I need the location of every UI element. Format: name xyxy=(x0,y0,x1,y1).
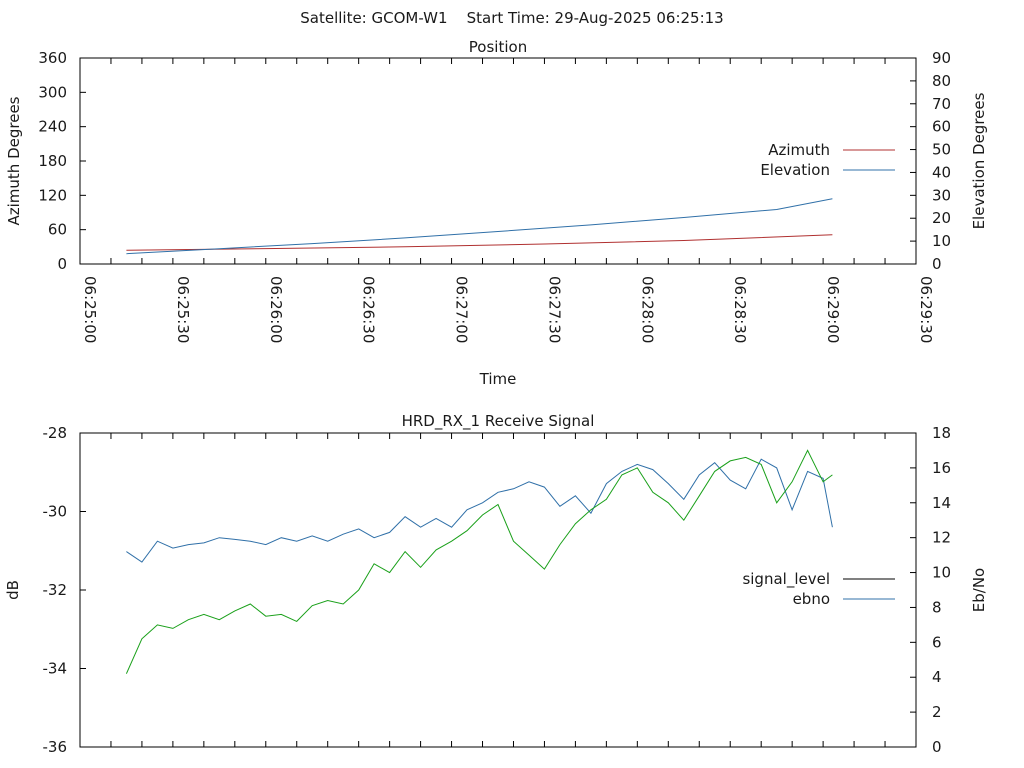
position-y2-tick-label: 20 xyxy=(932,209,951,227)
position-series-line-elevation xyxy=(126,198,833,255)
position-y2-tick-label: 30 xyxy=(932,186,951,204)
position-x-tick-label: 06:29:00 xyxy=(824,276,842,343)
position-y-axis-label: Azimuth Degrees xyxy=(5,96,23,225)
position-y2-tick-label: 80 xyxy=(932,72,951,90)
position-x-tick-label: 06:27:00 xyxy=(453,276,471,343)
position-y2-tick-label: 10 xyxy=(932,232,951,250)
position-y-tick-label: 240 xyxy=(38,118,67,136)
position-y-tick-label: 0 xyxy=(57,255,67,273)
signal-y2-tick-label: 10 xyxy=(932,564,951,582)
signal-y2-tick-label: 2 xyxy=(932,703,942,721)
signal-y2-tick-label: 4 xyxy=(932,668,942,686)
position-x-tick-label: 06:26:30 xyxy=(360,276,378,343)
signal-y2-tick-label: 0 xyxy=(932,738,942,756)
position-x-tick-label: 06:25:30 xyxy=(174,276,192,343)
signal-y2-axis-label: Eb/No xyxy=(970,568,988,612)
position-y-tick-label: 120 xyxy=(38,186,67,204)
position-legend-label: Elevation xyxy=(760,161,830,179)
signal-y-tick-label: -36 xyxy=(43,738,68,756)
receive-signal-chart: HRD_RX_1 Receive Signal -36 -34 -32 -30 -28 0 2… xyxy=(4,412,988,756)
signal-y2-tick-label: 6 xyxy=(932,633,942,651)
signal-title: HRD_RX_1 Receive Signal xyxy=(402,412,595,431)
signal-y2-tick-label: 16 xyxy=(932,459,951,477)
position-y2-axis-label: Elevation Degrees xyxy=(970,92,988,229)
position-y2-tick-label: 50 xyxy=(932,141,951,159)
position-x-tick-label: 06:27:30 xyxy=(545,276,563,343)
signal-plot-frame xyxy=(79,432,917,748)
position-y-tick-label: 300 xyxy=(38,83,67,101)
signal-series-line-ebno xyxy=(126,458,833,563)
position-x-tick-label: 06:26:00 xyxy=(267,276,285,343)
signal-legend-label: ebno xyxy=(793,590,830,608)
position-legend-label: Azimuth xyxy=(768,141,830,159)
signal-y-tick-label: -34 xyxy=(43,660,68,678)
position-y-tick-label: 60 xyxy=(48,221,67,239)
signal-y-axis-label: dB xyxy=(4,580,22,600)
signal-y2-tick-label: 8 xyxy=(932,598,942,616)
position-x-tick-label: 06:29:30 xyxy=(917,276,935,343)
position-y2-tick-label: 70 xyxy=(932,95,951,113)
signal-y2-tick-label: 18 xyxy=(932,424,951,442)
position-title: Position xyxy=(469,38,527,56)
signal-y2-tick-label: 14 xyxy=(932,494,951,512)
signal-legend-label: signal_level xyxy=(742,570,830,589)
position-y2-tick-label: 40 xyxy=(932,163,951,181)
position-x-tick-label: 06:28:30 xyxy=(731,276,749,343)
signal-y-tick-label: -30 xyxy=(43,503,68,521)
signal-series-line-unnamed-2 xyxy=(125,449,833,674)
position-y2-tick-label: 90 xyxy=(932,49,951,67)
signal-y2-tick-label: 12 xyxy=(932,529,951,547)
signal-y-tick-label: -32 xyxy=(43,581,68,599)
position-series-line-azimuth xyxy=(126,234,833,251)
position-x-tick-label: 06:28:00 xyxy=(638,276,656,343)
position-chart: Position 06:25:00 06:25:30 06:26:00 06:26:30… xyxy=(5,38,988,388)
position-y-tick-label: 360 xyxy=(38,49,67,67)
position-x-tick-label: 06:25:00 xyxy=(81,276,99,343)
position-y2-tick-label: 0 xyxy=(932,255,942,273)
signal-y-tick-label: -28 xyxy=(43,424,68,442)
figure-header: Satellite: GCOM-W1 Start Time: 29-Aug-20… xyxy=(300,9,723,27)
position-x-axis-label: Time xyxy=(479,370,517,388)
position-y2-tick-label: 60 xyxy=(932,118,951,136)
position-y-tick-label: 180 xyxy=(38,152,67,170)
